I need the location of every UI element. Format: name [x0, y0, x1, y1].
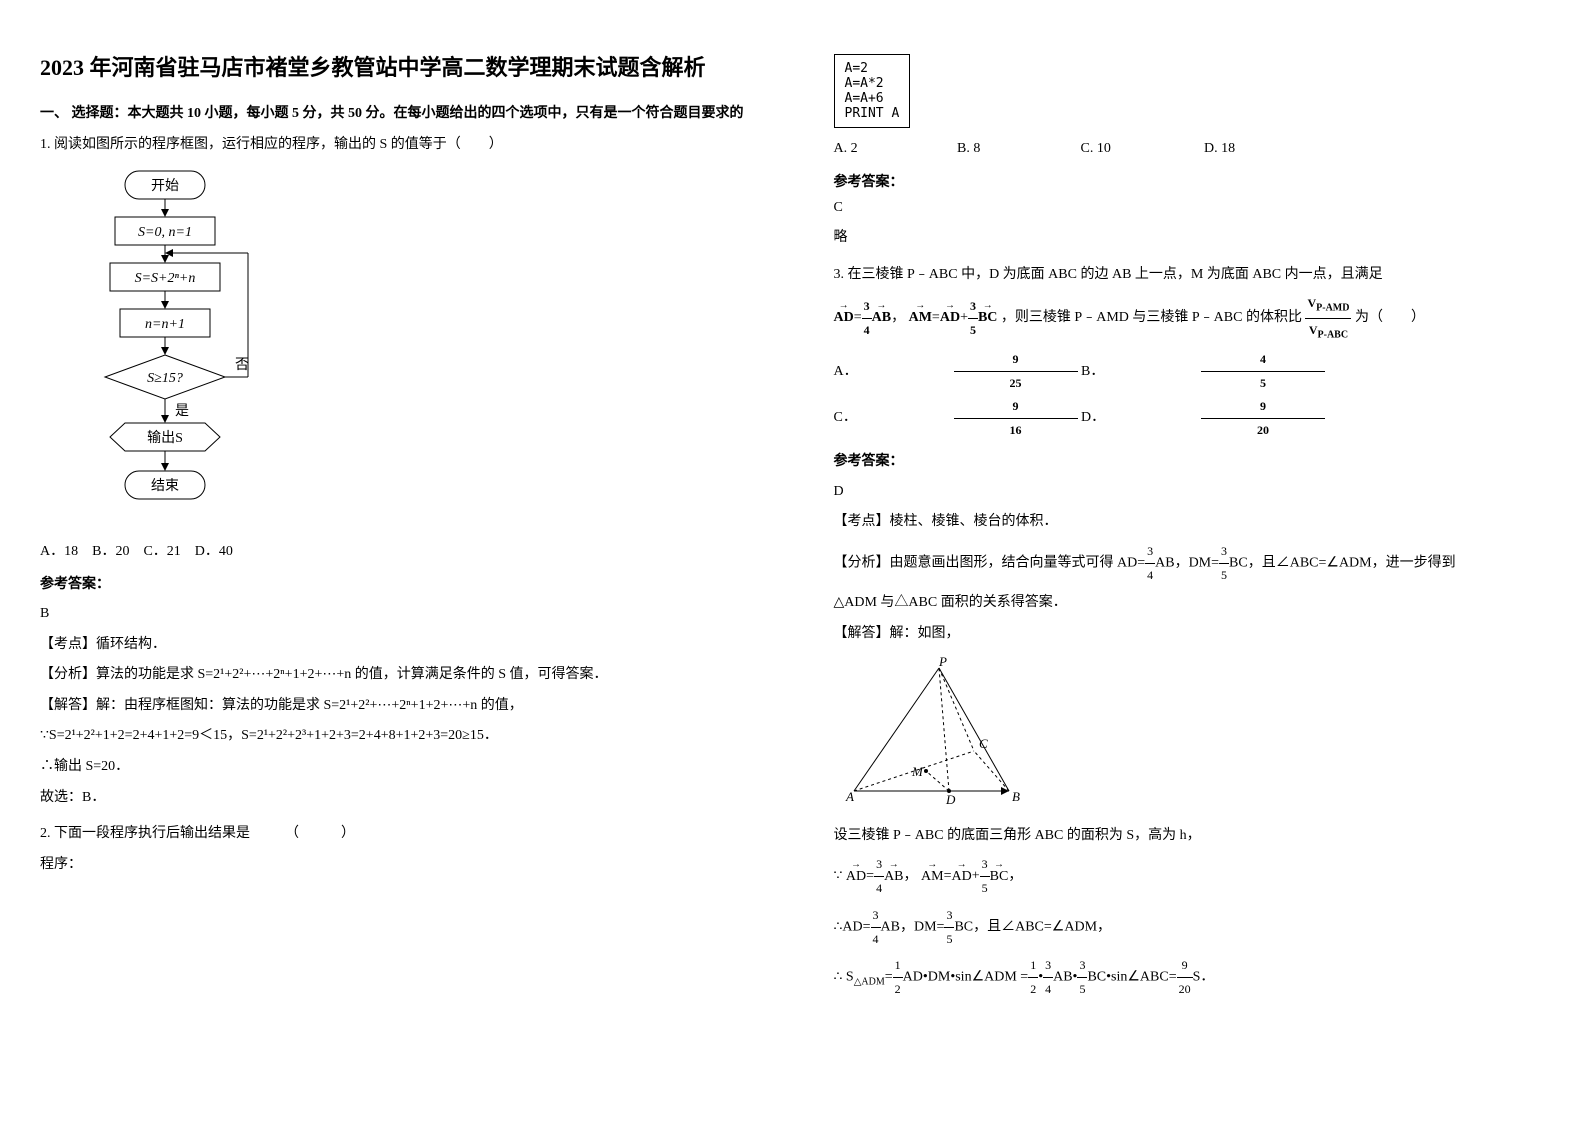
lbl-a: A — [845, 789, 854, 804]
q3-options: A．925 B．45 C．916 D．920 — [834, 348, 1548, 441]
lbl-m: M — [911, 764, 924, 779]
q3-opt-d: D．920 — [1081, 395, 1325, 442]
question-3: 3. 在三棱锥 P﹣ABC 中，D 为底面 ABC 的边 AB 上一点，M 为底… — [834, 262, 1548, 1001]
q2-stem: 2. 下面一段程序执行后输出结果是 （ ） — [40, 821, 754, 848]
flow-out: 输出S — [147, 430, 183, 446]
q3-expl-f: ∴AD=34AB，DM=35BC，且∠ABC=∠ADM， — [834, 904, 1548, 951]
q3-expl-d: 设三棱锥 P﹣ABC 的底面三角形 ABC 的面积为 S，高为 h， — [834, 823, 1548, 850]
lbl-b: B — [1012, 789, 1020, 804]
q2-opt-a: A. 2 — [834, 136, 954, 163]
flow-end: 结束 — [151, 478, 179, 494]
flow-no: 否 — [235, 358, 249, 373]
vec-am: AM — [909, 305, 932, 332]
q3-answer: D — [834, 479, 1548, 506]
flowchart-svg: 开始 S=0, n=1 S=S+2ⁿ+n n=n+1 S≥15? 否 — [70, 169, 270, 529]
q2-answer-label: 参考答案： — [834, 171, 1548, 191]
ratio-frac: VP-AMD VP-ABC — [1305, 292, 1351, 344]
q3-opt-b: B．45 — [1081, 348, 1325, 395]
section-heading: 一、 选择题：本大题共 10 小题，每小题 5 分，共 50 分。在每小题给出的… — [40, 102, 754, 122]
q2-answer: C — [834, 195, 1548, 222]
q3-answer-label: 参考答案： — [834, 449, 1548, 474]
q3-opt-c: C．916 — [834, 395, 1078, 442]
code-line-2: A=A*2 — [845, 76, 900, 91]
q1-expl2: 【分析】算法的功能是求 S=2¹+2²+⋯+2ⁿ+1+2+⋯+n 的值，计算满足… — [40, 662, 754, 689]
lbl-c: C — [979, 736, 988, 751]
question-1: 1. 阅读如图所示的程序框图，运行相应的程序，输出的 S 的值等于（ ） 开始 … — [40, 132, 754, 811]
flow-start: 开始 — [151, 178, 179, 194]
q3-stem-prefix: 3. 在三棱锥 P﹣ABC 中，D 为底面 ABC 的边 AB 上一点，M 为底… — [834, 262, 1548, 289]
lbl-p: P — [938, 656, 947, 669]
q3-diagram: P A B C D M — [834, 656, 1548, 815]
q1-expl5: ∴输出 S=20． — [40, 754, 754, 781]
q1-answer-label: 参考答案： — [40, 572, 754, 597]
flow-yes: 是 — [175, 404, 189, 419]
q1-expl4: ∵S=2¹+2²+1+2=2+4+1+2=9＜15，S=2¹+2²+2³+1+2… — [40, 723, 754, 750]
q1-expl3: 【解答】解：由程序框图知：算法的功能是求 S=2¹+2²+⋯+2ⁿ+1+2+⋯+… — [40, 693, 754, 720]
tetrahedron-svg: P A B C D M — [834, 656, 1034, 806]
q2-skip: 略 — [834, 225, 1548, 252]
q1-flowchart: 开始 S=0, n=1 S=S+2ⁿ+n n=n+1 S≥15? 否 — [70, 169, 754, 529]
q3-expl-c: 【解答】解：如图， — [834, 621, 1548, 648]
lbl-d: D — [945, 792, 956, 806]
right-column: A=2 A=A*2 A=A+6 PRINT A A. 2 B. 8 C. 10 … — [794, 0, 1587, 1122]
q3-expl-b: 【分析】由题意画出图形，结合向量等式可得 AD=34AB，DM=35BC，且∠A… — [834, 540, 1548, 587]
q2-options: A. 2 B. 8 C. 10 D. 18 — [834, 136, 1548, 163]
code-line-4: PRINT A — [845, 106, 900, 121]
flow-step1: S=0, n=1 — [138, 225, 192, 240]
page-title: 2023 年河南省驻马店市褚堂乡教管站中学高二数学理期末试题含解析 — [40, 50, 754, 82]
q1-answer: B — [40, 601, 754, 628]
vec-bc: BC — [978, 305, 997, 332]
flow-step3: n=n+1 — [145, 317, 185, 332]
flow-cond: S≥15? — [147, 371, 183, 386]
vec-ab: AB — [872, 305, 891, 332]
q2-opt-d: D. 18 — [1204, 136, 1324, 163]
q2-opt-b: B. 8 — [957, 136, 1077, 163]
q3-relations: AD=34AB， AM=AD+35BC ，则三棱锥 P﹣AMD 与三棱锥 P﹣A… — [834, 292, 1548, 344]
code-line-1: A=2 — [845, 61, 900, 76]
q1-stem: 1. 阅读如图所示的程序框图，运行相应的程序，输出的 S 的值等于（ ） — [40, 132, 754, 159]
q1-expl6: 故选：B． — [40, 785, 754, 812]
q1-expl1: 【考点】循环结构． — [40, 632, 754, 659]
q3-expl-a: 【考点】棱柱、棱锥、棱台的体积． — [834, 509, 1548, 536]
q2-prog-label: 程序： — [40, 852, 754, 879]
q2-opt-c: C. 10 — [1081, 136, 1201, 163]
q1-options: A．18 B．20 C．21 D．40 — [40, 539, 754, 564]
code-line-3: A=A+6 — [845, 91, 900, 106]
left-column: 2023 年河南省驻马店市褚堂乡教管站中学高二数学理期末试题含解析 一、 选择题… — [0, 0, 794, 1122]
question-2-stem: 2. 下面一段程序执行后输出结果是 （ ） 程序： — [40, 821, 754, 878]
q3-expl-b2: △ADM 与△ABC 面积的关系得答案． — [834, 590, 1548, 617]
q3-expl-e: ∵ AD=34AB， AM=AD+35BC， — [834, 853, 1548, 900]
q3-opt-a: A．925 — [834, 348, 1078, 395]
vec-ad: AD — [834, 305, 854, 332]
q2-code-box: A=2 A=A*2 A=A+6 PRINT A — [834, 54, 911, 128]
q3-expl-g: ∴ S△ADM=12AD•DM•sin∠ADM =12•34AB•35BC•si… — [834, 954, 1548, 1001]
flow-step2: S=S+2ⁿ+n — [135, 271, 196, 286]
